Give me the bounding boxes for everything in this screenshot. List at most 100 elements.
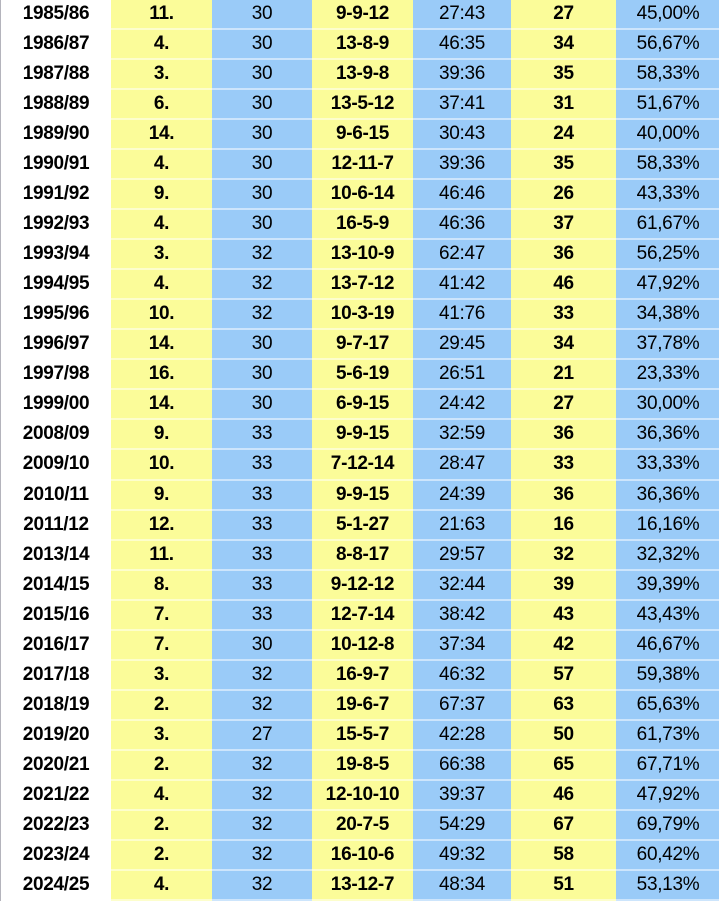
- cell-goals: 48:34: [413, 870, 511, 901]
- cell-position: 11.: [111, 0, 212, 31]
- cell-goals: 41:76: [413, 300, 511, 331]
- cell-season: 2017/18: [1, 660, 111, 691]
- cell-points: 63: [511, 690, 616, 721]
- cell-percentage: 47,92%: [616, 780, 719, 811]
- cell-points: 33: [511, 300, 616, 331]
- cell-percentage: 46,67%: [616, 630, 719, 661]
- cell-season: 1989/90: [1, 120, 111, 151]
- cell-record: 9-9-15: [312, 480, 413, 511]
- cell-record: 16-5-9: [312, 210, 413, 241]
- cell-percentage: 58,33%: [616, 150, 719, 181]
- cell-position: 6.: [111, 90, 212, 121]
- cell-points: 32: [511, 540, 616, 571]
- cell-percentage: 53,13%: [616, 870, 719, 901]
- cell-record: 19-6-7: [312, 690, 413, 721]
- cell-points: 37: [511, 210, 616, 241]
- cell-goals: 42:28: [413, 720, 511, 751]
- cell-season: 1997/98: [1, 360, 111, 391]
- cell-record: 16-10-6: [312, 840, 413, 871]
- cell-record: 13-10-9: [312, 240, 413, 271]
- cell-percentage: 69,79%: [616, 810, 719, 841]
- cell-record: 10-3-19: [312, 300, 413, 331]
- cell-goals: 46:35: [413, 30, 511, 61]
- cell-points: 39: [511, 570, 616, 601]
- cell-goals: 29:57: [413, 540, 511, 571]
- cell-position: 9.: [111, 420, 212, 451]
- cell-record: 12-10-10: [312, 780, 413, 811]
- cell-games: 33: [212, 600, 312, 631]
- cell-percentage: 51,67%: [616, 90, 719, 121]
- cell-position: 9.: [111, 180, 212, 211]
- cell-record: 13-9-8: [312, 60, 413, 91]
- cell-percentage: 32,32%: [616, 540, 719, 571]
- cell-goals: 54:29: [413, 810, 511, 841]
- cell-position: 10.: [111, 450, 212, 481]
- cell-goals: 26:51: [413, 360, 511, 391]
- cell-goals: 39:36: [413, 60, 511, 91]
- cell-games: 32: [212, 660, 312, 691]
- cell-position: 3.: [111, 720, 212, 751]
- cell-percentage: 59,38%: [616, 660, 719, 691]
- cell-goals: 32:59: [413, 420, 511, 451]
- cell-goals: 46:32: [413, 660, 511, 691]
- cell-percentage: 33,33%: [616, 450, 719, 481]
- cell-record: 13-12-7: [312, 870, 413, 901]
- cell-season: 2020/21: [1, 750, 111, 781]
- cell-season: 1991/92: [1, 180, 111, 211]
- cell-games: 32: [212, 240, 312, 271]
- cell-record: 5-1-27: [312, 510, 413, 541]
- cell-season: 1992/93: [1, 210, 111, 241]
- cell-record: 19-8-5: [312, 750, 413, 781]
- cell-record: 9-12-12: [312, 570, 413, 601]
- cell-games: 32: [212, 690, 312, 721]
- cell-goals: 37:41: [413, 90, 511, 121]
- cell-goals: 21:63: [413, 510, 511, 541]
- cell-games: 30: [212, 360, 312, 391]
- cell-percentage: 67,71%: [616, 750, 719, 781]
- cell-games: 30: [212, 120, 312, 151]
- cell-games: 30: [212, 90, 312, 121]
- cell-position: 2.: [111, 750, 212, 781]
- cell-points: 46: [511, 270, 616, 301]
- cell-season: 2011/12: [1, 510, 111, 541]
- cell-goals: 29:45: [413, 330, 511, 361]
- cell-points: 16: [511, 510, 616, 541]
- cell-points: 31: [511, 90, 616, 121]
- cell-season: 1988/89: [1, 90, 111, 121]
- cell-position: 4.: [111, 270, 212, 301]
- cell-points: 27: [511, 0, 616, 31]
- cell-position: 2.: [111, 810, 212, 841]
- cell-goals: 62:47: [413, 240, 511, 271]
- cell-season: 1993/94: [1, 240, 111, 271]
- cell-points: 36: [511, 480, 616, 511]
- cell-percentage: 36,36%: [616, 420, 719, 451]
- cell-goals: 32:44: [413, 570, 511, 601]
- cell-goals: 30:43: [413, 120, 511, 151]
- cell-season: 1996/97: [1, 330, 111, 361]
- cell-percentage: 40,00%: [616, 120, 719, 151]
- cell-points: 43: [511, 600, 616, 631]
- cell-goals: 41:42: [413, 270, 511, 301]
- cell-season: 1986/87: [1, 30, 111, 61]
- cell-games: 30: [212, 150, 312, 181]
- cell-position: 14.: [111, 330, 212, 361]
- cell-record: 12-7-14: [312, 600, 413, 631]
- cell-position: 14.: [111, 390, 212, 421]
- cell-record: 15-5-7: [312, 720, 413, 751]
- cell-points: 33: [511, 450, 616, 481]
- cell-position: 7.: [111, 600, 212, 631]
- cell-record: 5-6-19: [312, 360, 413, 391]
- cell-record: 9-7-17: [312, 330, 413, 361]
- cell-position: 4.: [111, 780, 212, 811]
- cell-season: 2014/15: [1, 570, 111, 601]
- cell-position: 12.: [111, 510, 212, 541]
- cell-games: 30: [212, 390, 312, 421]
- cell-season: 2009/10: [1, 450, 111, 481]
- cell-games: 27: [212, 720, 312, 751]
- cell-goals: 24:39: [413, 480, 511, 511]
- cell-games: 32: [212, 870, 312, 901]
- cell-percentage: 39,39%: [616, 570, 719, 601]
- cell-games: 30: [212, 330, 312, 361]
- cell-points: 50: [511, 720, 616, 751]
